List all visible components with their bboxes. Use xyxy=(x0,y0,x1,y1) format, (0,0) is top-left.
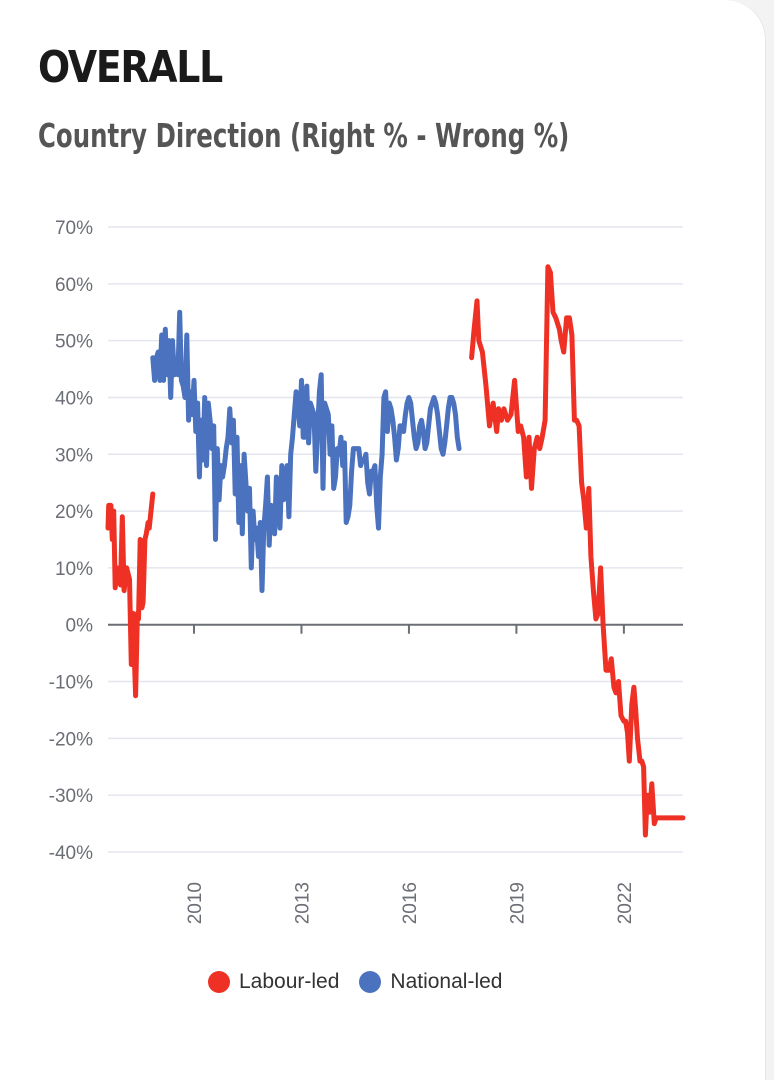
series-line-national-led xyxy=(150,309,462,594)
y-tick-label: 50% xyxy=(55,332,93,353)
y-tick-label: 30% xyxy=(55,445,93,466)
x-tick-label: 2019 xyxy=(507,882,528,924)
y-tick-label: 20% xyxy=(55,502,93,523)
y-tick-label: 40% xyxy=(55,388,93,409)
x-tick-label: 2013 xyxy=(292,882,313,924)
x-axis-labels: 2010 2013 2016 2019 2022 xyxy=(185,882,636,924)
chart-subtitle: Country Direction (Right % - Wrong %) xyxy=(38,116,570,155)
chart-legend: Labour-led National-led xyxy=(208,970,522,994)
legend-label-labour-led: Labour-led xyxy=(239,970,340,993)
x-tick-label: 2022 xyxy=(615,882,636,924)
x-tick-label: 2010 xyxy=(185,882,206,924)
y-axis-labels: 70% 60% 50% 40% 30% 20% 10% 0% -10% -20% -30% -40% xyxy=(49,218,93,864)
x-axis xyxy=(108,623,683,634)
x-tick-label: 2016 xyxy=(400,882,421,924)
y-tick-label: -10% xyxy=(49,673,93,694)
y-tick-label: 10% xyxy=(55,559,93,580)
y-tick-label: 60% xyxy=(55,275,93,296)
page-title: OVERALL xyxy=(38,42,223,93)
y-tick-label: -20% xyxy=(49,729,93,750)
legend-label-national-led: National-led xyxy=(390,970,503,993)
legend-item-national-led[interactable]: National-led xyxy=(359,970,502,994)
y-tick-label: -30% xyxy=(49,786,93,807)
series-line-labour-led xyxy=(105,491,156,699)
line-chart: 70%60%50%40%30%20%10%0%-10%-20%-30%-40% … xyxy=(49,218,686,924)
legend-dot-labour-icon xyxy=(208,971,230,993)
y-tick-label: -40% xyxy=(49,843,93,864)
series-line-labour-led xyxy=(469,264,686,838)
y-tick-label: 70% xyxy=(55,218,93,239)
grid-lines xyxy=(108,226,683,853)
y-tick-label: 0% xyxy=(66,616,94,637)
legend-dot-national-icon xyxy=(359,971,382,993)
series-lines xyxy=(105,264,686,838)
legend-item-labour-led[interactable]: Labour-led xyxy=(208,970,339,994)
